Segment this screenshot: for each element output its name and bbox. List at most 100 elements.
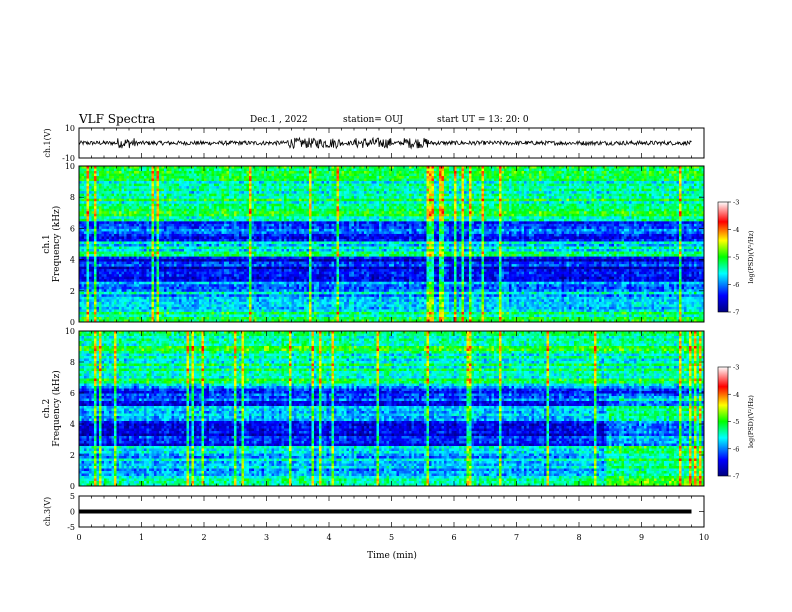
heatmap-cell [551, 201, 555, 205]
heatmap-cell [111, 171, 115, 174]
heatmap-cell [349, 206, 352, 210]
heatmap-cell [466, 198, 470, 202]
heatmap-cell [321, 166, 325, 169]
heatmap-cell [116, 186, 120, 189]
heatmap-cell [634, 166, 637, 169]
heatmap-cell [369, 171, 372, 174]
heatmap-cell [319, 203, 322, 207]
heatmap-cell [589, 211, 592, 215]
heatmap-cell [581, 198, 585, 202]
heatmap-cell [619, 203, 622, 207]
heatmap-cell [521, 211, 525, 215]
heatmap-cell [669, 178, 672, 182]
heatmap-cell [544, 183, 547, 187]
heatmap-cell [224, 171, 227, 174]
heatmap-cell [216, 198, 220, 202]
heatmap-cell [261, 211, 265, 215]
heatmap-cell [179, 171, 182, 174]
heatmap-cell [471, 186, 475, 189]
heatmap-cell [319, 176, 322, 179]
heatmap-cell [671, 188, 675, 192]
heatmap-cell [236, 208, 240, 212]
heatmap-cell [281, 213, 285, 217]
heatmap-cell [406, 181, 410, 184]
heatmap-cell [101, 208, 105, 212]
heatmap-cell [669, 198, 672, 202]
heatmap-cell [141, 186, 145, 189]
heatmap-cell [496, 181, 500, 184]
heatmap-cell [186, 208, 190, 212]
heatmap-cell [591, 201, 595, 205]
heatmap-cell [456, 201, 460, 205]
heatmap-cell [566, 168, 570, 172]
heatmap-cell [621, 181, 625, 184]
heatmap-cell [644, 191, 647, 194]
heatmap-cell [686, 208, 690, 212]
heatmap-cell [466, 183, 470, 187]
heatmap-cell [521, 191, 525, 194]
heatmap-cell [161, 198, 165, 202]
heatmap-cell [394, 178, 397, 182]
heatmap-cell [671, 181, 675, 184]
heatmap-cell [679, 173, 682, 177]
heatmap-cell [476, 196, 480, 200]
heatmap-cell [481, 186, 485, 189]
heatmap-cell [309, 168, 312, 172]
heatmap-cell [631, 211, 635, 215]
heatmap-cell [204, 191, 207, 194]
heatmap-cell [171, 171, 175, 174]
heatmap-cell [199, 168, 202, 172]
heatmap-cell [116, 166, 120, 169]
heatmap-cell [689, 166, 692, 169]
heatmap-cell [691, 168, 695, 172]
heatmap-cell [124, 173, 127, 177]
heatmap-cell [509, 193, 512, 197]
heatmap-cell [611, 191, 615, 194]
heatmap-cell [561, 211, 565, 215]
heatmap-cell [166, 186, 170, 189]
heatmap-cell [219, 198, 222, 202]
heatmap-cell [639, 176, 642, 179]
heatmap-cell [559, 181, 562, 184]
heatmap-cell [574, 208, 577, 212]
heatmap-cell [579, 198, 582, 202]
heatmap-cell [504, 191, 507, 194]
heatmap-cell [84, 191, 87, 194]
heatmap-cell [234, 193, 237, 197]
heatmap-cell [401, 166, 405, 169]
heatmap-cell [666, 168, 670, 172]
heatmap-cell [469, 191, 472, 194]
heatmap-cell [91, 171, 95, 174]
heatmap-cell [351, 183, 355, 187]
heatmap-cell [161, 176, 165, 179]
heatmap-cell [421, 196, 425, 200]
heatmap-cell [319, 193, 322, 197]
heatmap-cell [606, 173, 610, 177]
heatmap-cell [354, 168, 357, 172]
heatmap-cell [626, 188, 630, 192]
heatmap-cell [596, 203, 600, 207]
heatmap-cell [251, 183, 255, 187]
heatmap-cell [339, 166, 342, 169]
heatmap-cell [214, 191, 217, 194]
heatmap-cell [429, 168, 432, 172]
heatmap-cell [239, 206, 242, 210]
heatmap-cell [141, 191, 145, 194]
heatmap-cell [519, 176, 522, 179]
heatmap-cell [406, 191, 410, 194]
heatmap-cell [419, 191, 422, 194]
heatmap-cell [339, 173, 342, 177]
heatmap-cell [654, 208, 657, 212]
heatmap-cell [236, 191, 240, 194]
heatmap-cell [589, 203, 592, 207]
heatmap-cell [466, 186, 470, 189]
heatmap-cell [96, 213, 100, 217]
heatmap-cell [516, 191, 520, 194]
heatmap-cell [406, 188, 410, 192]
heatmap-cell [161, 196, 165, 200]
heatmap-cell [109, 168, 112, 172]
heatmap-cell [254, 191, 257, 194]
heatmap-cell [369, 191, 372, 194]
heatmap-cell [601, 188, 605, 192]
heatmap-cell [111, 201, 115, 205]
